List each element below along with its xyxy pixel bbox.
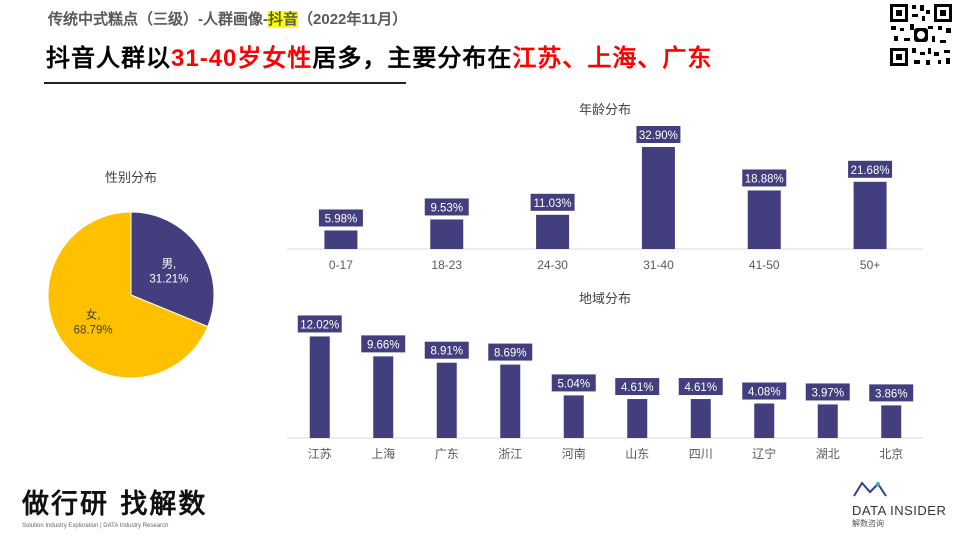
tick-label: 山东 xyxy=(625,447,649,461)
data-label: 5.98% xyxy=(325,213,358,225)
bar xyxy=(500,364,521,438)
bar xyxy=(881,405,902,438)
data-label: 11.03% xyxy=(534,198,572,210)
tick-label: 41-50 xyxy=(749,258,780,272)
region-chart-title: 地域分布 xyxy=(579,291,631,306)
tick-label: 18-23 xyxy=(431,258,462,272)
tick-label: 河南 xyxy=(562,446,586,461)
data-label-box xyxy=(848,160,893,178)
data-label: 8.69% xyxy=(494,348,527,360)
age-chart-title: 年龄分布 xyxy=(579,102,631,117)
data-label: 4.61% xyxy=(684,382,717,394)
data-label: 9.66% xyxy=(367,339,400,351)
data-label-box xyxy=(318,209,363,227)
pie-slice-label: 女, xyxy=(86,307,101,321)
pie-slice xyxy=(130,211,215,328)
bar xyxy=(536,214,570,249)
data-label: 3.86% xyxy=(875,388,908,400)
bar xyxy=(627,399,648,438)
data-label: 4.61% xyxy=(621,382,654,394)
tick-label: 31-40 xyxy=(643,258,674,272)
brand-small-text: Solution Industry Exploration | DATA Ind… xyxy=(22,523,169,529)
bar xyxy=(373,356,394,438)
tick-label: 上海 xyxy=(371,446,395,461)
page-subtitle: 传统中式糕点（三级）-人群画像-抖音（2022年11月） xyxy=(48,8,407,29)
data-label: 21.68% xyxy=(851,165,890,177)
data-label-box xyxy=(424,341,469,359)
brand-footer: 做行研 找解数 Solution Industry Exploration | … xyxy=(22,482,207,529)
pie-slice-label: 男, xyxy=(162,259,177,271)
data-label: 9.53% xyxy=(430,202,463,214)
data-label: 18.88% xyxy=(745,173,784,185)
qr-code-icon xyxy=(888,2,954,68)
data-label-box xyxy=(551,374,596,392)
headline-underline xyxy=(44,82,406,84)
tick-label: 0-17 xyxy=(329,258,353,272)
data-label-box xyxy=(742,382,787,400)
bar xyxy=(436,362,457,438)
data-label-box xyxy=(615,378,660,396)
pie-slice-value: 68.79% xyxy=(74,324,113,336)
headline-part-b: 31-40岁女性 xyxy=(171,45,313,72)
data-label-box xyxy=(488,343,533,361)
tick-label: 24-30 xyxy=(537,258,568,272)
bar xyxy=(817,404,838,438)
data-label-box xyxy=(805,383,850,401)
region-bar-chart: 地域分布 12.02% 江苏 9.66% 上海 8.91% 广东 8.69% 浙江 5.04% 河… xyxy=(287,291,923,461)
age-bar-chart: 年龄分布 5.98% 0-17 9.53% 18-23 11.03% 24-30 32.90… xyxy=(287,102,923,272)
data-label-box xyxy=(869,384,914,402)
bar xyxy=(853,181,887,249)
pie-slice xyxy=(47,211,209,379)
data-label: 4.08% xyxy=(748,387,781,399)
data-label: 3.97% xyxy=(811,387,844,399)
data-label-box xyxy=(530,193,575,211)
brand-slogan: 做行研 找解数 xyxy=(22,489,208,520)
bar xyxy=(641,147,675,249)
tick-label: 50+ xyxy=(860,258,880,272)
data-label-box xyxy=(742,169,787,187)
tick-label: 辽宁 xyxy=(752,446,776,461)
data-insider-logo: DATA INSIDER 解数咨询 xyxy=(852,480,952,529)
bar xyxy=(430,219,464,249)
page-headline: 抖音人群以31-40岁女性居多，主要分布在江苏、上海、广东 xyxy=(46,38,712,73)
subtitle-post: （2022年11月） xyxy=(298,11,408,28)
headline-part-d: 江苏、上海、广东 xyxy=(512,45,713,72)
data-label-box xyxy=(636,126,681,144)
tick-label: 北京 xyxy=(879,447,903,461)
bar xyxy=(309,336,330,438)
data-label: 8.91% xyxy=(430,346,463,358)
headline-part-c: 居多，主要分布在 xyxy=(312,45,513,72)
pie-slice-value: 31.21% xyxy=(149,274,188,286)
logo-mark-icon xyxy=(853,481,887,497)
data-label: 32.90% xyxy=(639,130,678,142)
subtitle-pre: 传统中式糕点（三级）-人群画像- xyxy=(48,11,268,28)
bar xyxy=(754,403,775,438)
subtitle-highlight: 抖音 xyxy=(268,11,299,28)
tick-label: 湖北 xyxy=(816,446,840,461)
logo-subtext: 解数咨询 xyxy=(852,519,884,528)
bar xyxy=(690,399,711,438)
pie-chart-title: 性别分布 xyxy=(105,170,157,185)
headline-part-a: 抖音人群以 xyxy=(46,45,171,72)
logo-text: DATA INSIDER xyxy=(852,503,947,518)
tick-label: 四川 xyxy=(689,447,713,461)
tick-label: 广东 xyxy=(435,447,459,461)
data-label-box xyxy=(361,335,406,353)
bar xyxy=(747,190,781,249)
data-label-box xyxy=(678,378,723,396)
data-label: 12.02% xyxy=(300,319,339,331)
bar xyxy=(324,230,358,249)
tick-label: 浙江 xyxy=(498,447,522,461)
data-label-box xyxy=(424,198,469,216)
data-label: 5.04% xyxy=(557,378,590,390)
gender-pie-chart: 性别分布 男, 31.21% 女, 68.79% xyxy=(47,170,215,379)
data-label-box xyxy=(297,315,342,333)
bar xyxy=(563,395,584,438)
tick-label: 江苏 xyxy=(308,447,332,461)
